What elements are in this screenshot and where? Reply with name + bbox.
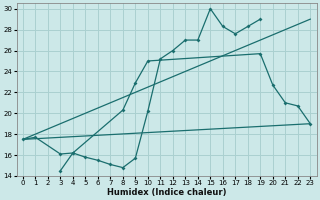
- X-axis label: Humidex (Indice chaleur): Humidex (Indice chaleur): [107, 188, 226, 197]
